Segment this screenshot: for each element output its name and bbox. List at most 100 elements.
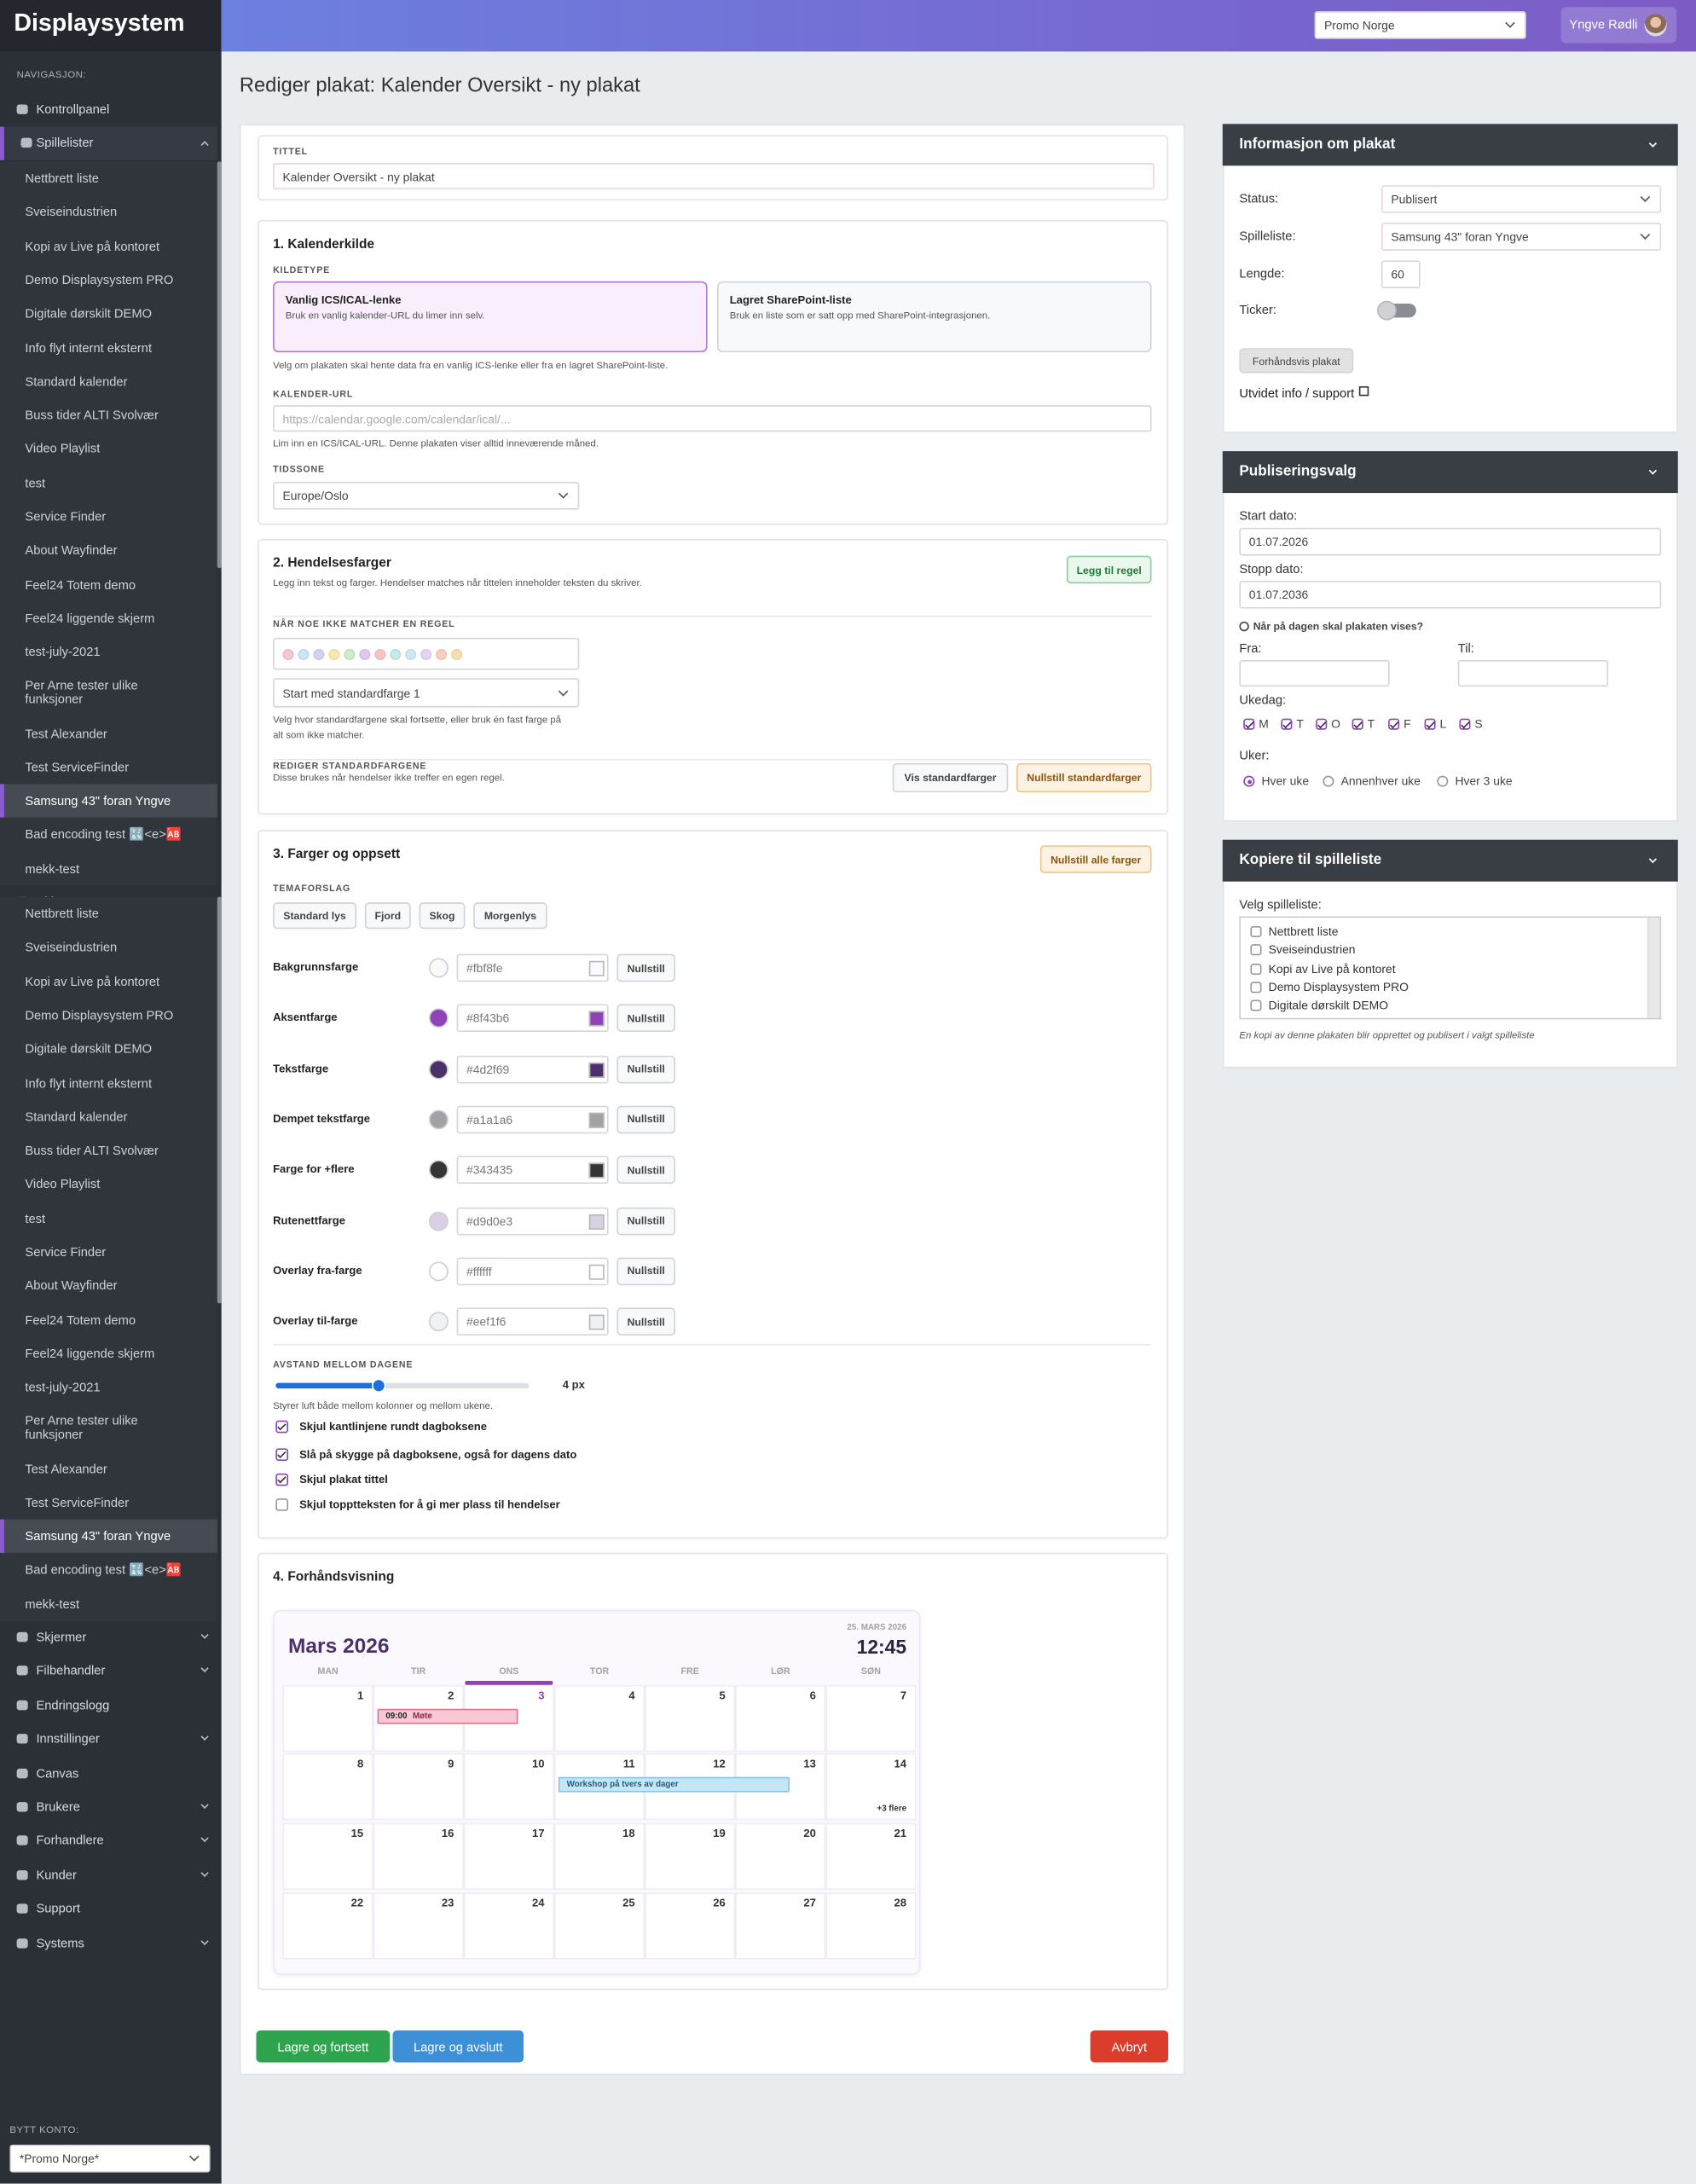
sub-item[interactable]: mekk-test bbox=[25, 1596, 80, 1612]
button[interactable]: Nullstill bbox=[616, 1307, 676, 1336]
checkbox[interactable] bbox=[1281, 718, 1293, 730]
button[interactable]: Nullstill bbox=[616, 1156, 676, 1185]
button[interactable]: Nullstill bbox=[616, 1105, 676, 1134]
sub-item[interactable]: test bbox=[25, 475, 46, 490]
sub-item[interactable]: About Wayfinder bbox=[25, 543, 118, 558]
button[interactable]: Lagre og fortsett bbox=[256, 2030, 391, 2063]
input-field[interactable]: https://calendar.google.com/calendar/ica… bbox=[273, 405, 1152, 432]
input-field[interactable] bbox=[1239, 660, 1390, 687]
sub-item[interactable]: test-july-2021 bbox=[25, 1380, 101, 1394]
input-field[interactable]: #fbf8fe bbox=[456, 953, 609, 982]
sub-item[interactable]: Service Finder bbox=[25, 509, 107, 524]
sub-item[interactable]: Nettbrett liste bbox=[25, 171, 99, 186]
button[interactable]: Nullstill bbox=[616, 1004, 676, 1033]
sub-item[interactable]: Standard kalender bbox=[25, 374, 128, 389]
input-field[interactable]: #ffffff bbox=[456, 1257, 609, 1285]
input-field[interactable]: #8f43b6 bbox=[456, 1004, 609, 1033]
radio[interactable] bbox=[1323, 775, 1334, 787]
sub-item[interactable]: Video Playlist bbox=[25, 442, 101, 456]
sub-item[interactable]: Info flyt internt eksternt bbox=[25, 1075, 153, 1090]
button[interactable]: Avbryt bbox=[1090, 2030, 1169, 2063]
sub-item[interactable]: Feel24 Totem demo bbox=[25, 576, 136, 592]
select-field[interactable]: Europe/Oslo bbox=[273, 482, 580, 510]
input-field[interactable]: 60 bbox=[1381, 260, 1421, 289]
sub-item[interactable]: Samsung 43" foran Yngve bbox=[0, 784, 217, 819]
button[interactable]: Nullstill standardfarger bbox=[1016, 762, 1152, 793]
sub-item[interactable]: Demo Displaysystem PRO bbox=[25, 1008, 174, 1022]
checkbox[interactable] bbox=[275, 1420, 289, 1434]
input-field[interactable] bbox=[1457, 660, 1609, 687]
sub-item[interactable]: Kopi av Live på kontoret bbox=[25, 239, 160, 253]
nav-item[interactable] bbox=[0, 1621, 217, 1654]
input-field[interactable]: 01.07.2036 bbox=[1239, 580, 1662, 609]
input-field[interactable]: #4d2f69 bbox=[456, 1055, 609, 1083]
select-field[interactable]: Publisert bbox=[1381, 185, 1662, 213]
sub-item[interactable]: Nettbrett liste bbox=[25, 907, 99, 921]
checkbox[interactable] bbox=[275, 1473, 289, 1486]
checkbox[interactable] bbox=[1388, 718, 1400, 730]
sub-item[interactable]: test bbox=[25, 1211, 46, 1225]
button[interactable]: Nullstill bbox=[616, 1055, 676, 1083]
sub-item[interactable]: Digitale dørskilt DEMO bbox=[25, 306, 153, 322]
input-field[interactable]: #a1a1a6 bbox=[456, 1105, 609, 1134]
sub-item[interactable]: Bad encoding test 🔣<e>🆎 bbox=[25, 1563, 182, 1578]
sub-item[interactable]: Info flyt internt eksternt bbox=[25, 340, 153, 355]
checkbox[interactable] bbox=[1250, 999, 1262, 1011]
theme-chip[interactable]: Morgenlys bbox=[473, 902, 547, 930]
sub-item[interactable]: Feel24 Totem demo bbox=[25, 1312, 136, 1327]
top-select[interactable]: Promo Norge bbox=[1314, 11, 1526, 39]
sub-item[interactable]: Service Finder bbox=[25, 1244, 107, 1260]
radio[interactable] bbox=[1243, 775, 1255, 787]
button[interactable]: Vis standardfarger bbox=[892, 762, 1009, 793]
option-card[interactable] bbox=[716, 281, 1152, 353]
sub-item[interactable]: Test Alexander bbox=[25, 726, 107, 741]
nav-item[interactable] bbox=[0, 1655, 217, 1689]
button[interactable]: Forhåndsvis plakat bbox=[1239, 348, 1354, 374]
button[interactable]: Legg til regel bbox=[1066, 555, 1152, 584]
nav-item[interactable] bbox=[0, 93, 217, 126]
button[interactable]: Nullstill alle farger bbox=[1039, 845, 1152, 873]
checkbox[interactable] bbox=[1250, 982, 1262, 994]
checkbox[interactable] bbox=[1459, 718, 1471, 730]
checkbox[interactable] bbox=[1250, 944, 1262, 956]
checkbox[interactable] bbox=[1316, 718, 1328, 730]
sub-item[interactable]: Per Arne tester ulike funksjoner bbox=[25, 1414, 138, 1442]
select-field[interactable]: Start med standardfarge 1 bbox=[273, 678, 580, 708]
input-field[interactable]: #343435 bbox=[456, 1156, 609, 1185]
input-field[interactable]: #d9d0e3 bbox=[456, 1206, 609, 1235]
nav-item[interactable] bbox=[0, 1825, 217, 1858]
account-select[interactable]: *Promo Norge* bbox=[9, 2144, 211, 2173]
sub-item[interactable]: Feel24 liggende skjerm bbox=[25, 611, 155, 625]
support-link[interactable]: Utvidet info / support bbox=[1239, 386, 1368, 402]
button[interactable]: Lagre og avslutt bbox=[392, 2030, 524, 2063]
sub-item[interactable]: Bad encoding test 🔣<e>🆎 bbox=[25, 827, 182, 843]
checkbox[interactable] bbox=[1243, 718, 1255, 730]
sub-item[interactable]: About Wayfinder bbox=[25, 1278, 118, 1293]
sub-item[interactable]: Kopi av Live på kontoret bbox=[25, 974, 160, 988]
button[interactable]: Nullstill bbox=[616, 953, 676, 982]
nav-item[interactable] bbox=[0, 1757, 217, 1790]
listbox[interactable] bbox=[1239, 916, 1662, 1020]
nav-item[interactable] bbox=[0, 1791, 217, 1824]
checkbox[interactable] bbox=[1250, 963, 1262, 975]
sub-item[interactable]: Test Alexander bbox=[25, 1462, 107, 1476]
option-card[interactable] bbox=[273, 281, 708, 353]
radio[interactable] bbox=[1437, 775, 1449, 787]
checkbox[interactable] bbox=[1250, 925, 1262, 938]
sub-item[interactable]: mekk-test bbox=[25, 861, 80, 876]
input-field[interactable]: Kalender Oversikt - ny plakat bbox=[273, 163, 1155, 190]
nav-item[interactable] bbox=[0, 1689, 217, 1723]
sub-item[interactable]: Sveiseindustrien bbox=[25, 940, 118, 955]
sub-item[interactable]: Demo Displaysystem PRO bbox=[25, 273, 174, 287]
sub-item[interactable]: Test ServiceFinder bbox=[25, 760, 130, 774]
sub-item[interactable]: Test ServiceFinder bbox=[25, 1495, 130, 1510]
nav-item[interactable] bbox=[0, 126, 217, 160]
button[interactable]: Nullstill bbox=[616, 1257, 676, 1285]
slider-knob[interactable] bbox=[372, 1378, 386, 1393]
nav-item[interactable] bbox=[0, 1723, 217, 1756]
sub-item[interactable]: Feel24 liggende skjerm bbox=[25, 1346, 155, 1361]
sub-item[interactable]: Digitale dørskilt DEMO bbox=[25, 1041, 153, 1057]
input-field[interactable]: 01.07.2026 bbox=[1239, 527, 1662, 556]
theme-chip[interactable]: Fjord bbox=[364, 902, 411, 930]
sub-item[interactable]: Video Playlist bbox=[25, 1177, 101, 1191]
